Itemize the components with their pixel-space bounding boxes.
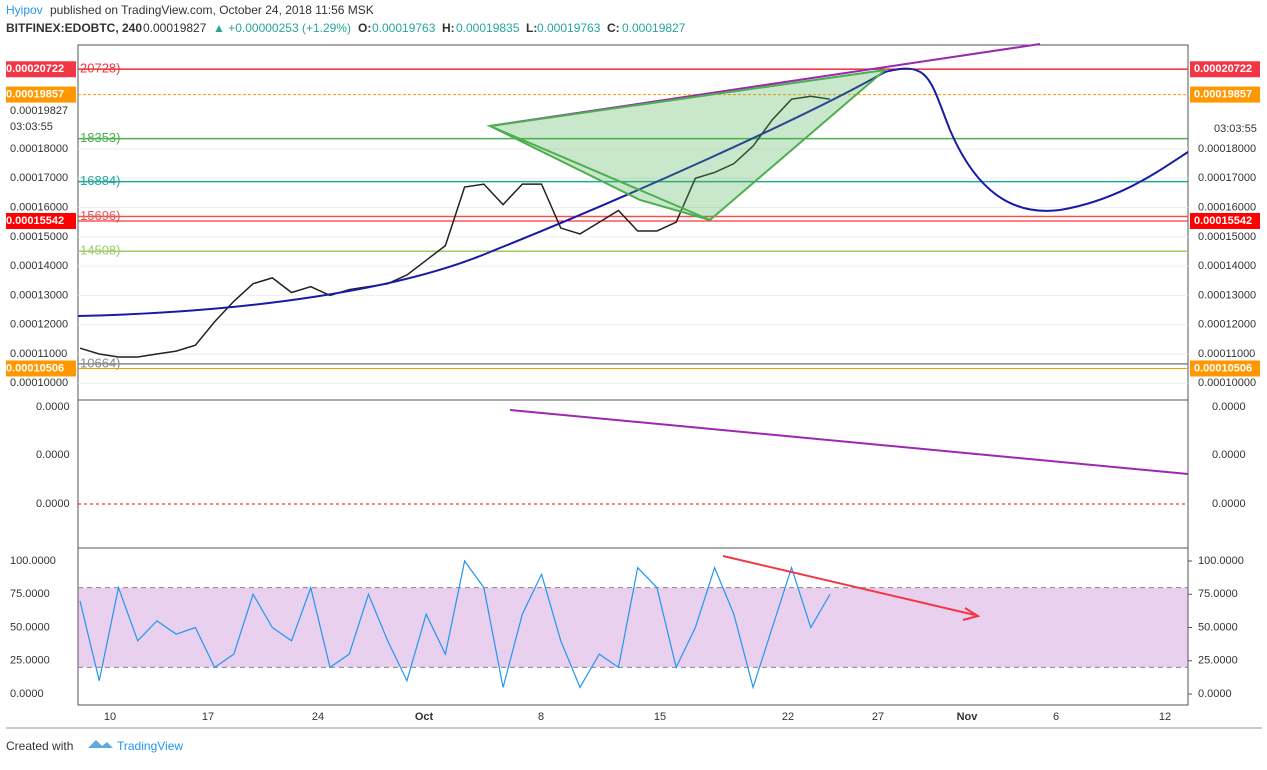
h: 0.00019835 [456,21,520,35]
price-tag-label: 0.00015542 [6,215,64,227]
stoch-tick-label: 25.0000 [10,655,50,667]
osc-tick-label: 0.0000 [36,498,70,510]
c: 0.00019827 [622,21,686,35]
price-tag-label: 0.00020722 [6,63,64,75]
osc-tick-label: 0.0000 [1212,498,1246,510]
y-tick-label: 0.00014000 [1198,260,1256,272]
price-tag-label: 0.00019857 [6,88,64,100]
x-tick-label: 12 [1159,711,1171,723]
osc-trendline [509,409,1189,475]
x-tick-label: Nov [957,711,979,723]
price-tag [6,61,76,78]
fib-label: 15696) [80,208,120,223]
footer-brand[interactable]: TradingView [117,739,183,753]
y-tick-label: 0.00013000 [10,289,68,301]
stoch-line [79,559,831,690]
price-line [79,95,831,358]
o-label: O: [358,21,371,35]
stoch-tick-label: 0.0000 [10,688,44,700]
stoch-tick-label: 50.0000 [1198,621,1238,633]
footer-created: Created with [6,739,73,753]
price-tag-label: 0.00010506 [6,362,64,374]
price-tag [1190,61,1260,78]
x-tick-label: 10 [104,711,116,723]
h-label: H: [442,21,455,35]
fib-label: 10664) [80,355,120,370]
symbol: BITFINEX:EDOBTC, 240 [6,21,142,35]
arrow-head [962,607,981,621]
price-tag-label: 0.00020722 [1194,63,1252,75]
l-label: L: [526,21,537,35]
price-tag [6,212,76,229]
price-tag-label: 0.00019857 [1194,88,1252,100]
stoch-tick-label: 100.0000 [10,555,56,567]
y-tick-label: 0.00018000 [1198,143,1256,155]
fib-label: 20728) [80,61,120,76]
countdown: 03:03:55 [10,121,53,133]
stoch-tick-label: 25.0000 [1198,655,1238,667]
x-tick-label: 22 [782,711,794,723]
stoch-tick-label: 75.0000 [1198,588,1238,600]
price-tag-label: 0.00010506 [1194,362,1252,374]
fib-label: 18353) [80,130,120,145]
y-tick-label: 0.00010000 [1198,377,1256,389]
x-tick-label: 8 [538,711,544,723]
stoch-tick-label: 100.0000 [1198,555,1244,567]
last-price: 0.00019827 [10,105,68,117]
price-tag [1190,360,1260,377]
o: 0.00019763 [372,21,436,35]
x-tick-label: 6 [1053,711,1059,723]
y-tick-label: 0.00017000 [1198,172,1256,184]
stoch-tick-label: 75.0000 [10,588,50,600]
price-tag [1190,86,1260,103]
price-tag-label: 0.00015542 [1194,215,1252,227]
x-tick-label: 17 [202,711,214,723]
stoch-tick-label: 50.0000 [10,621,50,633]
osc-tick-label: 0.0000 [1212,449,1246,461]
c-label: C: [607,21,620,35]
y-tick-label: 0.00012000 [1198,319,1256,331]
stoch-band [78,587,1188,668]
y-tick-label: 0.00015000 [10,231,68,243]
osc-tick-label: 0.0000 [36,449,70,461]
osc-tick-label: 0.0000 [1212,401,1246,413]
y-tick-label: 0.00014000 [10,260,68,272]
y-tick-label: 0.00011000 [1198,348,1255,360]
change: ▲ +0.00000253 (+1.29%) [213,21,351,35]
y-tick-label: 0.00012000 [10,319,68,331]
y-tick-label: 0.00010000 [10,377,68,389]
published: published on TradingView.com, October 24… [50,3,374,17]
x-tick-label: 24 [312,711,324,723]
x-tick-label: 15 [654,711,666,723]
y-tick-label: 0.00016000 [10,201,68,213]
osc-tick-label: 0.0000 [36,401,70,413]
price-tag [6,360,76,377]
x-tick-label: 27 [872,711,884,723]
y-tick-label: 0.00011000 [10,348,67,360]
l: 0.00019763 [537,21,601,35]
last: 0.00019827 [143,21,207,35]
fib-label: 16884) [80,173,120,188]
logo [88,740,113,748]
plot-frame [77,44,1189,706]
stoch-arrow [722,555,976,616]
y-tick-label: 0.00016000 [1198,201,1256,213]
fib-label: 14508) [80,243,120,258]
x-tick-label: Oct [415,711,434,723]
price-tag [6,86,76,103]
countdown: 03:03:55 [1214,123,1257,135]
price-tag [1190,212,1260,229]
pattern [486,68,889,222]
y-tick-label: 0.00017000 [10,172,68,184]
y-tick-label: 0.00013000 [1198,289,1256,301]
y-tick-label: 0.00018000 [10,143,68,155]
y-tick-label: 0.00015000 [1198,231,1256,243]
stoch-tick-label: 0.0000 [1198,688,1232,700]
author[interactable]: Hyipov [6,3,43,17]
